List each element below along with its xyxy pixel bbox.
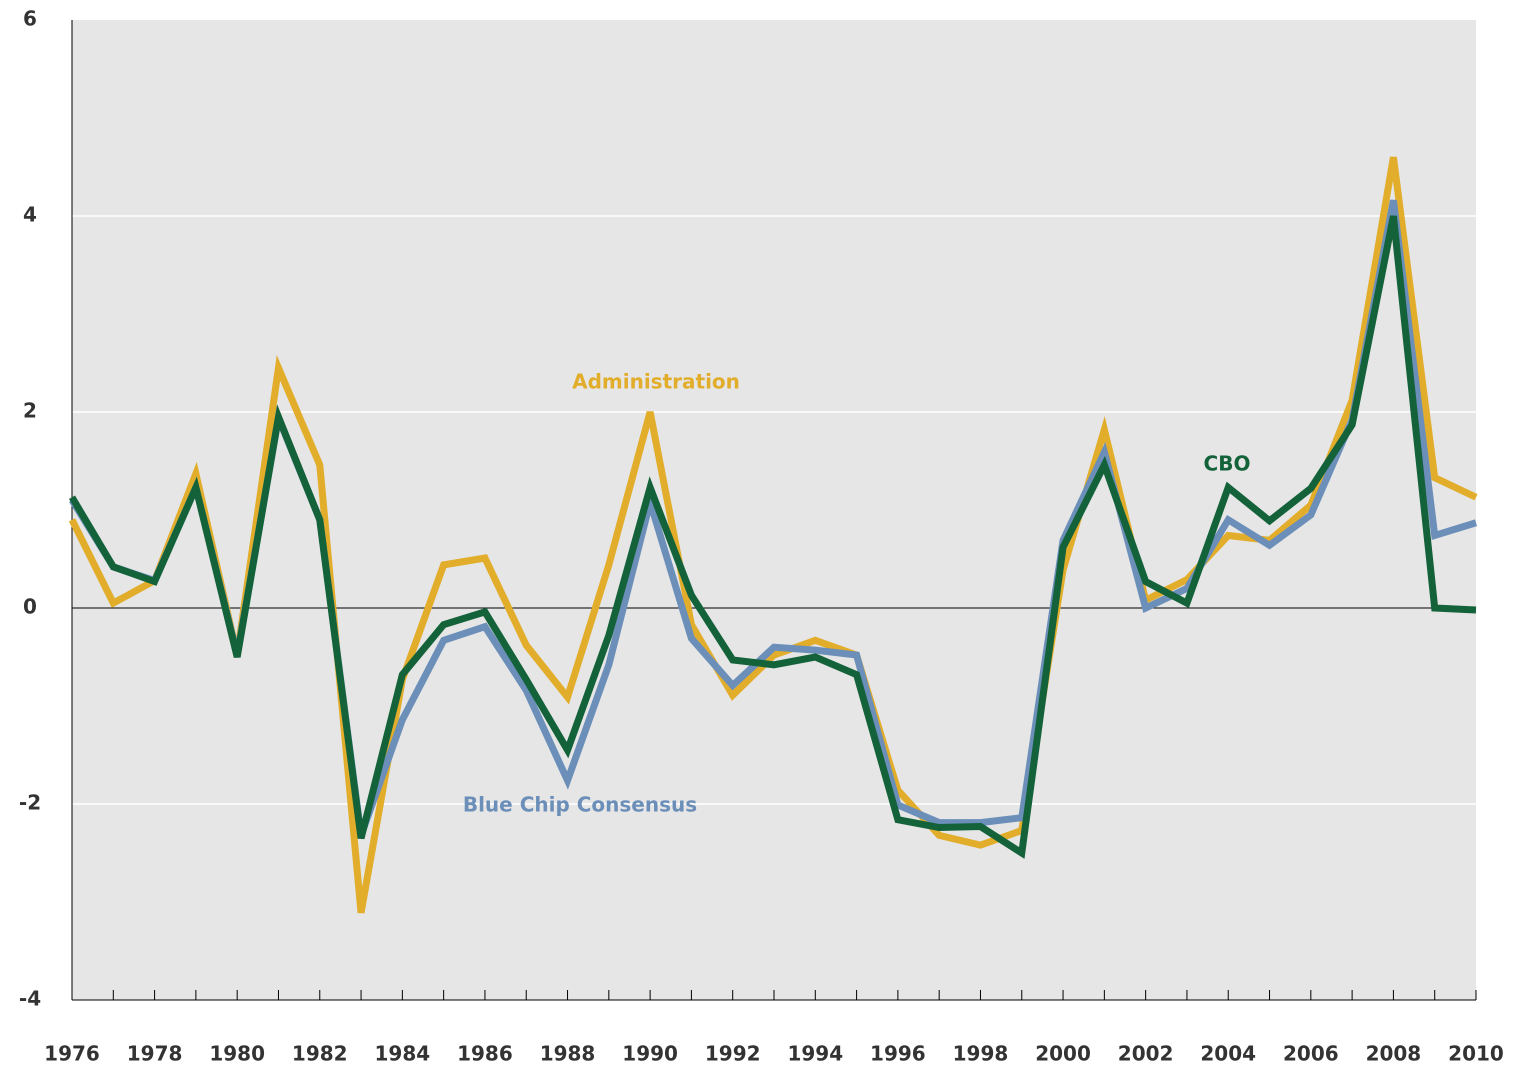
- x-tick-label: 1986: [457, 1042, 513, 1066]
- x-tick-label: 1978: [127, 1042, 183, 1066]
- x-tick-label: 1992: [705, 1042, 761, 1066]
- x-tick-label: 2008: [1366, 1042, 1422, 1066]
- series-line: [68, 215, 1477, 859]
- y-tick-label: 0: [23, 595, 37, 619]
- y-tick-label: -2: [19, 791, 41, 815]
- y-tick-label: -4: [19, 987, 41, 1011]
- x-tick-label: 2004: [1200, 1042, 1256, 1066]
- series-label: Administration: [572, 370, 740, 394]
- x-tick-label: 1982: [292, 1042, 348, 1066]
- y-tick-label: 2: [23, 399, 37, 423]
- x-tick-label: 1980: [209, 1042, 265, 1066]
- x-tick-label: 1994: [787, 1042, 843, 1066]
- y-tick-label: 4: [23, 203, 37, 227]
- x-tick-label: 2010: [1448, 1042, 1504, 1066]
- y-tick-label: 6: [23, 7, 37, 31]
- x-tick-label: 1988: [540, 1042, 596, 1066]
- series-label: Blue Chip Consensus: [463, 793, 697, 817]
- plot-background: [72, 20, 1476, 1000]
- x-tick-label: 2000: [1035, 1042, 1091, 1066]
- x-tick-label: 1990: [622, 1042, 678, 1066]
- series-line: [68, 156, 1478, 914]
- x-tick-label: 1976: [44, 1042, 100, 1066]
- x-tick-label: 1984: [375, 1042, 431, 1066]
- x-tick-label: 1996: [870, 1042, 926, 1066]
- x-tick-label: 1998: [953, 1042, 1009, 1066]
- series-label: CBO: [1204, 452, 1251, 476]
- x-tick-label: 2006: [1283, 1042, 1339, 1066]
- x-tick-label: 2002: [1118, 1042, 1174, 1066]
